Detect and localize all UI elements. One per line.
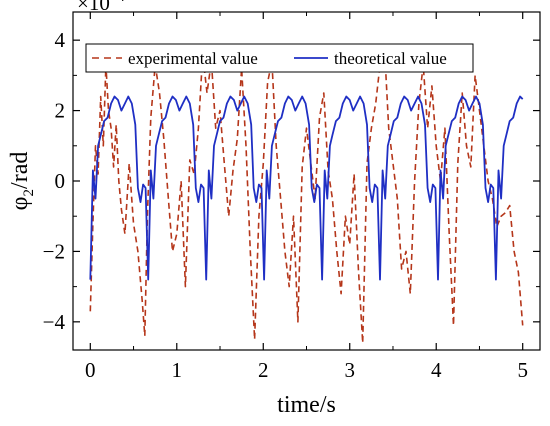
y-multiplier-exponent: −4 [110,0,125,5]
theoretical-series-line [89,95,524,281]
y-multiplier-base: ×10 [77,0,110,15]
y-axis-multiplier: ×10−4 [77,0,125,15]
plot-area [89,42,524,344]
x-tick-label: 2 [258,358,269,382]
x-tick-label: 1 [172,358,183,382]
x-axis-label: time/s [277,392,336,418]
legend-box [85,43,474,73]
x-tick-label: 4 [431,358,442,382]
y-axis-label-subscript: 2 [21,189,37,197]
y-axis-label-base: φ [7,196,33,210]
y-tick-label: 4 [55,28,66,52]
y-axis-label-unit: /rad [7,152,33,189]
legend-label-experimental: experimental value [128,49,258,68]
y-axis-label: φ2/rad [7,152,37,211]
tick-labels: 0 1 2 3 4 5 −4 −2 0 2 4 [43,28,528,382]
y-tick-label: 2 [55,99,66,123]
x-tick-label: 0 [85,358,96,382]
legend-label-theoretical: theoretical value [334,49,447,68]
x-tick-label: 5 [517,358,528,382]
y-tick-label: −4 [43,310,66,334]
x-tick-label: 3 [344,358,355,382]
y-tick-label: 0 [55,169,66,193]
legend: experimental value theoretical value [85,43,474,73]
experimental-series-line [89,42,524,344]
y-tick-label: −2 [43,239,65,263]
axis-ticks [73,12,540,350]
